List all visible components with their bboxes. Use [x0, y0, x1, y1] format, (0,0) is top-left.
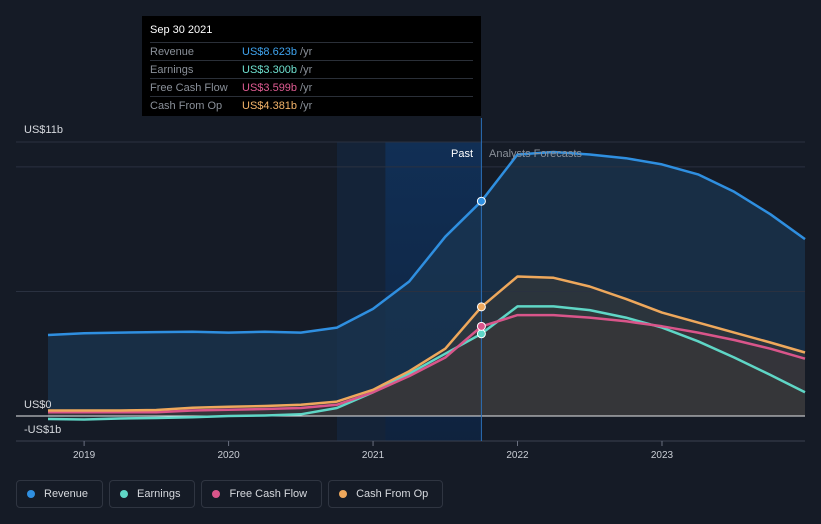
line-cash-from-op	[48, 275, 806, 412]
x-tick-label: 2020	[217, 450, 240, 461]
marker-cash-from-op	[476, 302, 486, 312]
tooltip-date: Sep 30 2021	[150, 24, 213, 36]
y-label-top: US$11b	[24, 124, 63, 136]
tooltip-unit: /yr	[300, 45, 313, 58]
legend-label: Free Cash Flow	[229, 488, 308, 500]
tooltip-unit: /yr	[300, 81, 313, 94]
legend-item-revenue[interactable]: Revenue	[16, 480, 104, 508]
dot-icon	[27, 490, 35, 498]
forecast-label: Analysts Forecasts	[489, 148, 582, 160]
line-earnings	[47, 305, 806, 421]
tooltip-row-earnings: Earnings US$3.300b /yr	[150, 60, 473, 78]
legend-item-earnings[interactable]: Earnings	[109, 480, 196, 508]
legend-label: Earnings	[137, 488, 181, 500]
tooltip-value: US$3.300b	[242, 63, 298, 76]
legend: Revenue Earnings Free Cash Flow Cash Fro…	[16, 480, 444, 508]
line-free-cash-flow	[48, 313, 806, 414]
y-label-zero: US$0	[24, 399, 52, 411]
tooltip-label: Free Cash Flow	[150, 81, 228, 94]
tooltip-label: Cash From Op	[150, 99, 223, 112]
marker-earnings	[476, 329, 486, 339]
tooltip-row-revenue: Revenue US$8.623b /yr	[150, 42, 473, 60]
tooltip-label: Earnings	[150, 63, 194, 76]
dot-icon	[339, 490, 348, 498]
tooltip-value: US$8.623b	[242, 45, 298, 58]
tooltip: Sep 30 2021 Revenue US$8.623b /yr Earnin…	[142, 16, 481, 116]
tooltip-value: US$4.381b	[242, 99, 298, 112]
legend-label: Revenue	[44, 488, 89, 500]
x-tick-label: 2019	[73, 450, 96, 461]
tooltip-value: US$3.599b	[242, 81, 298, 94]
dot-icon	[120, 490, 129, 498]
x-tick-label: 2022	[506, 450, 529, 461]
tooltip-unit: /yr	[300, 63, 313, 76]
marker-revenue	[476, 196, 486, 206]
legend-item-free-cash-flow[interactable]: Free Cash Flow	[201, 480, 323, 508]
y-label-bottom: -US$1b	[24, 424, 61, 436]
x-tick-label: 2021	[362, 450, 385, 461]
marker-free-cash-flow	[476, 321, 486, 331]
line-revenue	[47, 150, 806, 337]
tooltip-label: Revenue	[150, 45, 195, 58]
tooltip-row-cfo: Cash From Op US$4.381b /yr	[150, 96, 473, 114]
tooltip-row-fcf: Free Cash Flow US$3.599b /yr	[150, 78, 473, 96]
tooltip-unit: /yr	[300, 99, 313, 112]
legend-item-cash-from-op[interactable]: Cash From Op	[328, 480, 444, 508]
area-cash-from-op	[48, 276, 805, 416]
x-tick-label: 2023	[651, 450, 674, 461]
legend-label: Cash From Op	[356, 488, 429, 500]
dot-icon	[212, 490, 221, 498]
past-label: Past	[451, 148, 473, 160]
